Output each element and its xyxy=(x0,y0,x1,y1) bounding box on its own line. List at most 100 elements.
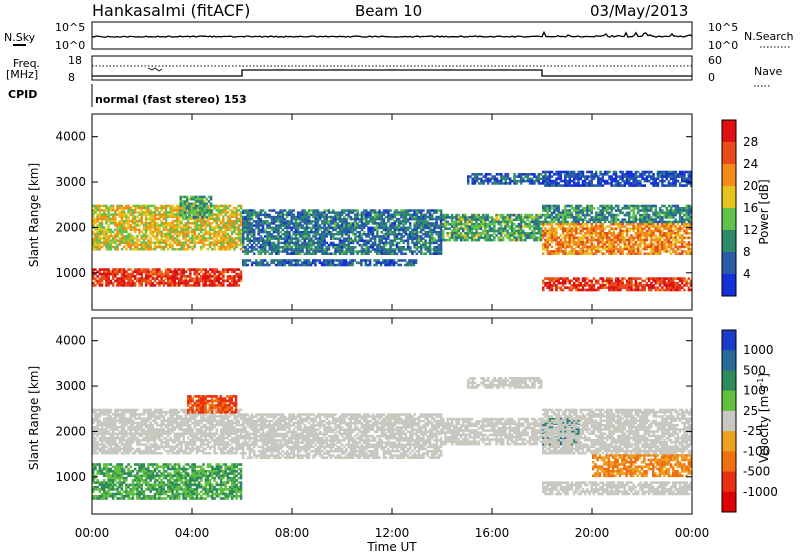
power-cell xyxy=(305,252,309,255)
power-cell xyxy=(448,236,452,240)
power-cell xyxy=(550,286,554,289)
power-cell xyxy=(685,225,688,228)
power-cell xyxy=(211,204,214,208)
power-cell xyxy=(211,243,214,247)
power-cell xyxy=(242,261,245,265)
power-cell xyxy=(237,219,241,223)
power-cell xyxy=(508,236,512,240)
power-cell xyxy=(413,228,416,232)
power-cell xyxy=(530,234,534,237)
power-cell xyxy=(439,224,443,227)
power-cell xyxy=(382,243,386,247)
power-cell xyxy=(347,246,350,249)
power-cell xyxy=(581,241,585,244)
power-cell xyxy=(669,277,673,280)
power-cell xyxy=(634,243,638,246)
power-cell xyxy=(105,204,108,208)
power-cell xyxy=(294,222,298,225)
power-cell xyxy=(590,241,593,244)
power-cell xyxy=(219,272,223,276)
power-cell xyxy=(579,243,582,246)
power-cell xyxy=(439,233,443,236)
power-cell xyxy=(296,233,300,236)
power-cell xyxy=(632,250,635,253)
power-cell xyxy=(277,215,280,219)
power-cell xyxy=(553,277,556,280)
power-cell xyxy=(639,243,642,246)
power-cell xyxy=(408,263,411,267)
power-cell xyxy=(641,241,644,244)
power-cell xyxy=(274,263,278,267)
power-cell xyxy=(400,226,403,230)
power-cell xyxy=(118,277,121,280)
power-cell xyxy=(147,241,150,244)
power-cell xyxy=(656,281,660,285)
power-cell xyxy=(235,241,238,244)
power-cell xyxy=(455,232,458,235)
power-cell xyxy=(661,229,664,233)
power-cell xyxy=(470,222,474,226)
power-cell xyxy=(575,222,578,226)
power-cell xyxy=(354,209,357,212)
power-cell xyxy=(639,277,642,280)
power-cell xyxy=(231,215,234,218)
power-cell xyxy=(482,179,485,183)
power-cell xyxy=(344,263,348,267)
power-cell xyxy=(594,234,598,237)
power-cell xyxy=(404,248,408,251)
power-cell xyxy=(138,248,141,251)
power-cell xyxy=(329,226,333,230)
power-cell xyxy=(628,250,631,253)
power-cell xyxy=(253,224,256,227)
power-cell xyxy=(197,281,201,285)
power-cell xyxy=(575,241,578,244)
power-cell xyxy=(601,252,605,255)
power-cell xyxy=(98,211,102,214)
power-cell xyxy=(136,237,139,240)
power-cell xyxy=(393,237,397,240)
power-cell xyxy=(424,248,427,251)
power-cell xyxy=(211,284,214,287)
power-cell xyxy=(169,226,172,229)
power-cell xyxy=(314,252,317,255)
power-cell xyxy=(428,237,432,240)
power-cell xyxy=(678,241,682,244)
power-cell xyxy=(228,222,232,225)
power-cell xyxy=(380,241,383,245)
power-cell xyxy=(681,279,684,283)
power-cell xyxy=(411,233,414,236)
power-cell xyxy=(639,227,642,230)
power-cell xyxy=(654,241,657,244)
power-cell xyxy=(323,235,326,238)
power-cell xyxy=(408,259,411,262)
power-cell xyxy=(599,236,602,240)
power-cell xyxy=(340,211,344,214)
power-cell xyxy=(404,213,408,217)
power-cell xyxy=(162,217,166,221)
power-cell xyxy=(643,245,646,249)
power-cell xyxy=(127,217,130,221)
power-cell xyxy=(318,250,322,253)
power-cell xyxy=(588,284,591,287)
power-cell xyxy=(663,243,666,246)
power-cell xyxy=(395,213,399,217)
power-cell xyxy=(292,250,295,253)
power-cell xyxy=(572,277,576,280)
power-cell xyxy=(453,238,456,242)
power-cell xyxy=(275,228,278,232)
power-cell xyxy=(120,272,124,276)
power-cell xyxy=(579,232,582,235)
power-cell xyxy=(279,261,282,265)
power-cell xyxy=(283,261,287,265)
power-cell xyxy=(125,230,128,234)
power-cell xyxy=(186,219,190,223)
power-cell xyxy=(261,230,265,234)
power-cell xyxy=(625,286,629,289)
power-cell xyxy=(497,222,501,226)
power-cell xyxy=(156,268,159,271)
power-cell xyxy=(158,215,161,218)
power-cell xyxy=(362,241,366,245)
power-cell xyxy=(288,237,291,240)
power-cell xyxy=(661,236,664,240)
power-cell xyxy=(127,239,130,242)
